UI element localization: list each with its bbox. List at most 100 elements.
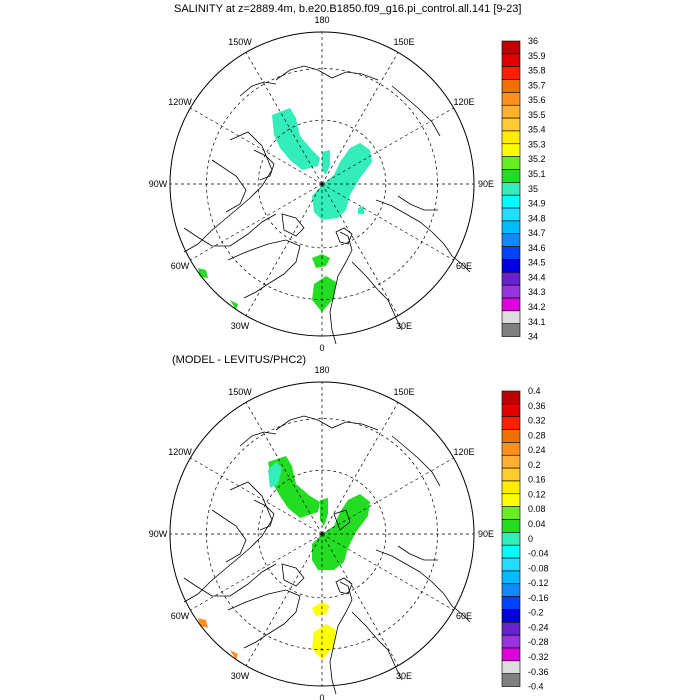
diff-region-siberian-strip xyxy=(320,498,328,526)
longitude-line xyxy=(321,457,454,535)
diff-region-nordic-south-positive xyxy=(312,624,336,660)
difference-anomaly-layer xyxy=(198,462,336,660)
colorbar-label: 0.12 xyxy=(528,489,546,499)
field-region-small-patch xyxy=(358,206,364,214)
colorbar-label: -0.08 xyxy=(528,563,549,573)
diff-region-eurasian-basin xyxy=(312,494,370,570)
longitude-label: 120W xyxy=(168,447,192,457)
colorbar-swatch xyxy=(501,130,521,145)
colorbar-swatch xyxy=(501,104,521,119)
longitude-label: 120E xyxy=(454,447,475,457)
colorbar-label: 0.4 xyxy=(528,386,541,396)
colorbar-label: 35.3 xyxy=(528,139,546,149)
longitude-label: 30W xyxy=(231,321,250,331)
field-region-eurasian-basin xyxy=(312,143,372,220)
colorbar-label: 0.36 xyxy=(528,401,546,411)
colorbar-swatch xyxy=(501,583,521,597)
colorbar-label: 35.7 xyxy=(528,80,546,90)
longitude-line xyxy=(190,183,323,261)
colorbar-swatch xyxy=(501,220,521,235)
colorbar-swatch xyxy=(501,660,521,674)
colorbar-label: 0.08 xyxy=(528,504,546,514)
colorbar-label: 0.16 xyxy=(528,475,546,485)
longitude-label: 90E xyxy=(478,529,494,539)
colorbar-swatch xyxy=(501,532,521,546)
longitude-label: 180 xyxy=(314,365,329,375)
longitude-label: 0 xyxy=(319,343,324,353)
salinity-green-layer xyxy=(198,254,336,312)
colorbar-swatch xyxy=(501,156,521,170)
colorbar-swatch xyxy=(501,53,521,67)
latitude-circle xyxy=(257,119,387,249)
colorbar-label: -0.16 xyxy=(528,593,549,603)
colorbar-label: -0.4 xyxy=(528,682,544,692)
longitude-line xyxy=(321,402,399,535)
salinity-field-layer xyxy=(272,108,372,220)
colorbar-label: -0.32 xyxy=(528,652,549,662)
colorbar-label: 34.2 xyxy=(528,302,546,312)
panel-title-salinity: SALINITY at z=2889.4m, b.e20.B1850.f09_g… xyxy=(174,3,522,15)
colorbar-swatch xyxy=(501,284,521,299)
colorbar-label: 34 xyxy=(528,332,538,342)
diff-region-atlantic-orange xyxy=(230,650,238,660)
colorbar-swatch xyxy=(501,596,521,610)
colorbar-swatch xyxy=(501,323,521,337)
latitude-circle xyxy=(257,469,387,599)
longitude-label: 60E xyxy=(456,611,472,621)
colorbar-label: 0.24 xyxy=(528,445,546,455)
colorbar-swatch xyxy=(501,506,521,520)
colorbar-label: -0.04 xyxy=(528,549,549,559)
map-border-circle xyxy=(169,31,475,337)
longitude-line xyxy=(190,457,323,535)
colorbar-label: -0.2 xyxy=(528,608,544,618)
colorbar-swatch xyxy=(501,519,521,533)
longitude-label: 150E xyxy=(393,37,414,47)
polar-map-difference: 180 150E 120E 90E 60E 30E 0 30W 60W 90W 120W 150W 0… xyxy=(149,365,549,700)
colorbar-label: 34.6 xyxy=(528,243,546,253)
colorbar-swatch xyxy=(501,182,521,196)
colorbar-label: -0.28 xyxy=(528,637,549,647)
colorbar-swatch xyxy=(501,117,521,132)
colorbar-swatch xyxy=(501,390,521,405)
colorbar-difference: 0.4 0.36 0.32 0.28 0.24 0.2 0.16 0.12 0.08 0.04 0 -… xyxy=(501,386,549,692)
longitude-line xyxy=(245,183,323,316)
colorbar-label: 35.9 xyxy=(528,51,546,61)
colorbar-label: 34.3 xyxy=(528,287,546,297)
field-region-canada-basin xyxy=(272,108,320,170)
longitude-labels: 180 150E 120E 90E 60E 30E 0 30W 60W 90W 120W 150W xyxy=(149,15,494,353)
colorbar-label: 0.28 xyxy=(528,430,546,440)
colorbar-swatch xyxy=(501,246,521,260)
longitude-label: 30E xyxy=(396,671,412,681)
colorbar-label: -0.24 xyxy=(528,622,549,632)
polar-map-salinity: 180 150E 120E 90E 60E 30E 0 30W 60W 90W 120W 150W 3… xyxy=(149,15,546,353)
longitude-label: 90W xyxy=(149,179,168,189)
colorbar-label: 34.5 xyxy=(528,258,546,268)
colorbar-swatch xyxy=(501,454,521,469)
colorbar-swatch xyxy=(501,609,521,623)
colorbar-swatch xyxy=(501,493,521,507)
longitude-line xyxy=(245,402,323,535)
longitude-labels: 180 150E 120E 90E 60E 30E 0 30W 60W 90W 120W 150W xyxy=(149,365,494,700)
colorbar-swatch xyxy=(501,570,521,585)
colorbar-label: 35.2 xyxy=(528,154,546,164)
colorbar-swatch xyxy=(501,442,521,456)
field-region-nordic-seas-south xyxy=(312,276,336,312)
colorbar-swatch xyxy=(501,480,521,495)
colorbar-label: 0 xyxy=(528,534,533,544)
colorbar-label: 36 xyxy=(528,36,538,46)
field-region-atlantic-edge xyxy=(230,300,238,310)
panel-title-difference: (MODEL - LEVITUS/PHC2) xyxy=(172,354,307,366)
colorbar-swatch xyxy=(501,310,521,325)
colorbar-label: 35.1 xyxy=(528,169,546,179)
map-border-circle xyxy=(169,381,475,687)
colorbar-label: 35.6 xyxy=(528,95,546,105)
colorbar-label: 0.32 xyxy=(528,416,546,426)
colorbar-label: 0.04 xyxy=(528,519,546,529)
colorbar-swatch xyxy=(501,259,521,273)
longitude-label: 0 xyxy=(319,693,324,700)
colorbar-swatch xyxy=(501,403,521,418)
colorbar-label: 34.7 xyxy=(528,228,546,238)
colorbar-label: -0.36 xyxy=(528,667,549,677)
longitude-line xyxy=(321,183,399,316)
